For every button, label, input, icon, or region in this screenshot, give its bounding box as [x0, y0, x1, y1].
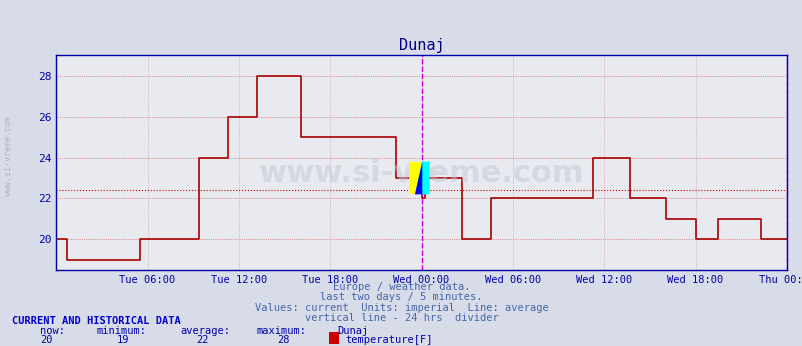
Text: Dunaj: Dunaj: [337, 326, 368, 336]
Title: Dunaj: Dunaj: [399, 38, 444, 53]
Text: 22: 22: [196, 335, 209, 345]
Polygon shape: [415, 162, 429, 194]
Text: 28: 28: [277, 335, 290, 345]
Text: Europe / weather data.: Europe / weather data.: [332, 282, 470, 292]
Text: www.si-vreme.com: www.si-vreme.com: [4, 116, 13, 196]
Text: www.si-vreme.com: www.si-vreme.com: [258, 159, 584, 188]
Text: now:: now:: [40, 326, 65, 336]
Text: vertical line - 24 hrs  divider: vertical line - 24 hrs divider: [304, 313, 498, 323]
Text: CURRENT AND HISTORICAL DATA: CURRENT AND HISTORICAL DATA: [12, 316, 180, 326]
Text: average:: average:: [180, 326, 230, 336]
Text: minimum:: minimum:: [96, 326, 146, 336]
Text: 20: 20: [40, 335, 53, 345]
Text: 19: 19: [116, 335, 129, 345]
Polygon shape: [415, 162, 422, 194]
Text: maximum:: maximum:: [257, 326, 306, 336]
Text: Values: current  Units: imperial  Line: average: Values: current Units: imperial Line: av…: [254, 303, 548, 313]
Polygon shape: [409, 162, 422, 194]
Text: temperature[F]: temperature[F]: [345, 335, 432, 345]
Text: last two days / 5 minutes.: last two days / 5 minutes.: [320, 292, 482, 302]
